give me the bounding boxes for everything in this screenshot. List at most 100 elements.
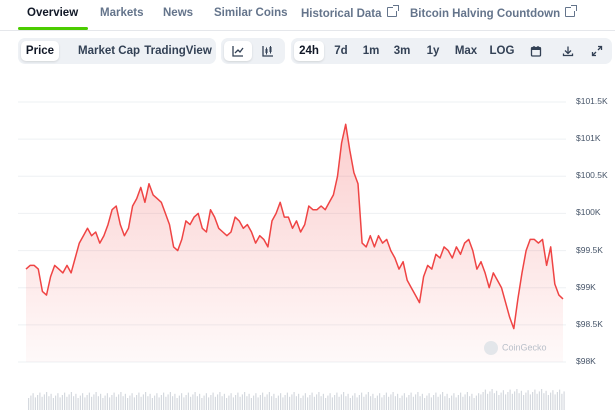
- volume-bar: [302, 395, 304, 410]
- volume-bar: [329, 393, 331, 410]
- chart-type-selector: Price Market Cap TradingView: [18, 38, 216, 64]
- expand-button[interactable]: [586, 41, 608, 61]
- range-1m-button[interactable]: 1m: [362, 45, 380, 57]
- y-tick-label: $101.5K: [576, 96, 608, 106]
- line-chart-button[interactable]: [224, 41, 252, 61]
- volume-bar: [457, 395, 459, 410]
- range-3m-button[interactable]: 3m: [393, 45, 411, 57]
- volume-bar: [46, 392, 48, 410]
- download-button[interactable]: [556, 41, 580, 61]
- volume-bar: [507, 392, 509, 410]
- volume-bar: [284, 395, 286, 410]
- volume-bar: [478, 393, 480, 410]
- volume-bar: [349, 398, 351, 410]
- volume-bar: [77, 398, 79, 410]
- tab-similar-coins[interactable]: Similar Coins: [214, 7, 288, 19]
- volume-bar: [336, 392, 338, 410]
- volume-bar: [307, 397, 309, 410]
- volume-bar: [421, 393, 423, 410]
- log-scale-button[interactable]: LOG: [489, 45, 515, 57]
- volume-bar: [154, 395, 156, 410]
- calendar-button[interactable]: [524, 41, 548, 61]
- volume-bar: [291, 394, 293, 410]
- volume-bar: [505, 394, 507, 410]
- volume-bar: [239, 396, 241, 410]
- volume-bar: [282, 397, 284, 410]
- volume-bar: [34, 397, 36, 410]
- volume-bar: [253, 395, 255, 410]
- tab-overview[interactable]: Overview: [27, 7, 79, 19]
- volume-bar: [145, 392, 147, 410]
- tab-halving-label: Bitcoin Halving Countdown: [410, 8, 561, 20]
- tradingview-button[interactable]: TradingView: [144, 45, 212, 57]
- tab-news[interactable]: News: [163, 7, 194, 19]
- volume-bar: [392, 392, 394, 410]
- volume-bar: [70, 392, 72, 410]
- volume-bar: [309, 395, 311, 410]
- volume-bar: [55, 395, 57, 410]
- volume-bar: [466, 392, 468, 410]
- price-button[interactable]: Price: [21, 41, 59, 61]
- volume-bar: [331, 397, 333, 410]
- y-tick-label: $100.5K: [576, 170, 608, 181]
- volume-bar: [115, 396, 117, 410]
- tab-markets[interactable]: Markets: [100, 7, 144, 19]
- volume-bar: [469, 396, 471, 410]
- volume-bar: [214, 396, 216, 410]
- volume-bar: [120, 392, 122, 410]
- volume-bar: [475, 395, 477, 410]
- volume-bar: [480, 394, 482, 410]
- volume-bar: [471, 393, 473, 410]
- volume-bar: [361, 392, 363, 410]
- volume-bar: [397, 393, 399, 410]
- volume-bar: [163, 392, 165, 410]
- range-24h-button[interactable]: 24h: [294, 41, 324, 61]
- volume-bar: [41, 396, 43, 410]
- volume-bar: [255, 393, 257, 410]
- volume-bar: [28, 398, 30, 410]
- volume-bar: [559, 389, 561, 410]
- volume-bar: [97, 396, 99, 410]
- volume-bar: [448, 398, 450, 410]
- volume-bar: [50, 393, 52, 410]
- volume-bar: [388, 396, 390, 410]
- range-max-button[interactable]: Max: [454, 45, 478, 57]
- volume-bar: [140, 396, 142, 410]
- volume-bar: [358, 395, 360, 410]
- page-tabs: Overview Markets News Similar Coins Hist…: [0, 0, 615, 31]
- volume-bar: [176, 398, 178, 410]
- volume-bar: [365, 394, 367, 410]
- volume-bar: [212, 392, 214, 410]
- tab-historical-data[interactable]: Historical Data: [301, 5, 399, 20]
- volume-bar: [487, 393, 489, 410]
- market-cap-button[interactable]: Market Cap: [78, 45, 140, 57]
- volume-bar: [383, 395, 385, 410]
- volume-bar: [30, 395, 32, 410]
- volume-bar: [343, 392, 345, 410]
- volume-bar: [257, 397, 259, 410]
- volume-bar: [552, 390, 554, 410]
- volume-bar: [446, 393, 448, 410]
- calendar-icon: [530, 46, 542, 57]
- coingecko-watermark: CoinGecko: [484, 341, 547, 355]
- volume-bar: [39, 392, 41, 410]
- volume-bar: [322, 393, 324, 410]
- volume-bar: [372, 393, 374, 410]
- candlestick-chart-button[interactable]: [254, 41, 282, 61]
- volume-bar: [439, 394, 441, 410]
- line-chart-icon: [232, 46, 244, 57]
- range-7d-button[interactable]: 7d: [334, 45, 348, 57]
- volume-bar: [217, 394, 219, 410]
- volume-bar: [57, 393, 59, 410]
- range-1y-button[interactable]: 1y: [426, 45, 440, 57]
- y-tick-label: $101K: [576, 133, 601, 144]
- tab-historical-data-label: Historical Data: [301, 8, 382, 20]
- volume-bar: [136, 395, 138, 410]
- volume-bar: [442, 392, 444, 410]
- volume-bar: [325, 398, 327, 410]
- volume-bar: [354, 393, 356, 410]
- tab-bitcoin-halving-countdown[interactable]: Bitcoin Halving Countdown: [410, 5, 578, 20]
- volume-bar: [111, 395, 113, 410]
- volume-bar: [493, 393, 495, 410]
